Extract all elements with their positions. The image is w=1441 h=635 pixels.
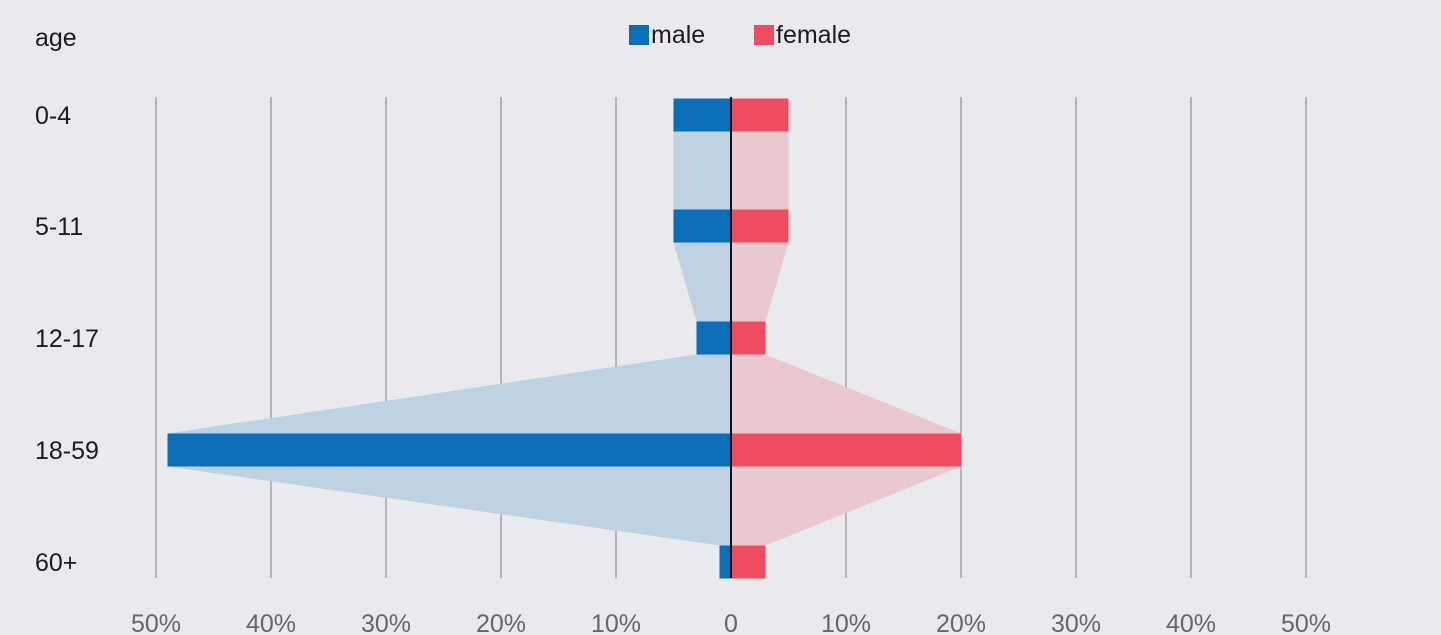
bar-male-60+ [719,545,731,579]
x-tick-label-8: 30% [1051,610,1101,635]
x-tick-label-1: 40% [246,610,296,635]
y-label-18-59: 18-59 [35,437,99,465]
x-tick-label-6: 10% [821,610,871,635]
bar-female-12-17 [731,321,766,355]
y-label-0-4: 0-4 [35,102,71,130]
x-tick-label-0: 50% [131,610,181,635]
x-axis-tick-labels: 50% 40% 30% 20% 10% 0 10% 20% 30% 40% 50% [131,610,1331,635]
x-tick-label-3: 20% [476,610,526,635]
x-tick-label-2: 30% [361,610,411,635]
bar-male-5-11 [673,209,731,243]
bar-male-12-17 [696,321,731,355]
bar-male-18-59 [167,433,731,467]
bar-female-5-11 [731,209,789,243]
y-axis-labels: 0-4 5-11 12-17 18-59 60+ [35,102,99,577]
y-axis-title: age [35,24,77,52]
x-tick-label-4: 10% [591,610,641,635]
legend-swatch-male [629,25,649,45]
legend-swatch-female [754,25,774,45]
y-label-12-17: 12-17 [35,325,99,353]
bar-female-0-4 [731,98,789,132]
x-tick-label-7: 20% [936,610,986,635]
x-tick-label-5: 0 [724,610,738,635]
legend-label-male: male [651,21,705,49]
legend: male female [629,21,851,49]
bars [167,98,961,579]
bar-male-0-4 [673,98,731,132]
y-label-60+: 60+ [35,549,77,577]
x-tick-label-10: 50% [1281,610,1331,635]
male-area [167,98,731,579]
connecting-areas [167,98,961,579]
y-label-5-11: 5-11 [35,213,83,241]
grid-lines [155,97,1307,578]
legend-label-female: female [776,21,851,49]
bar-female-18-59 [731,433,961,467]
bar-female-60+ [731,545,766,579]
x-tick-label-9: 40% [1166,610,1216,635]
